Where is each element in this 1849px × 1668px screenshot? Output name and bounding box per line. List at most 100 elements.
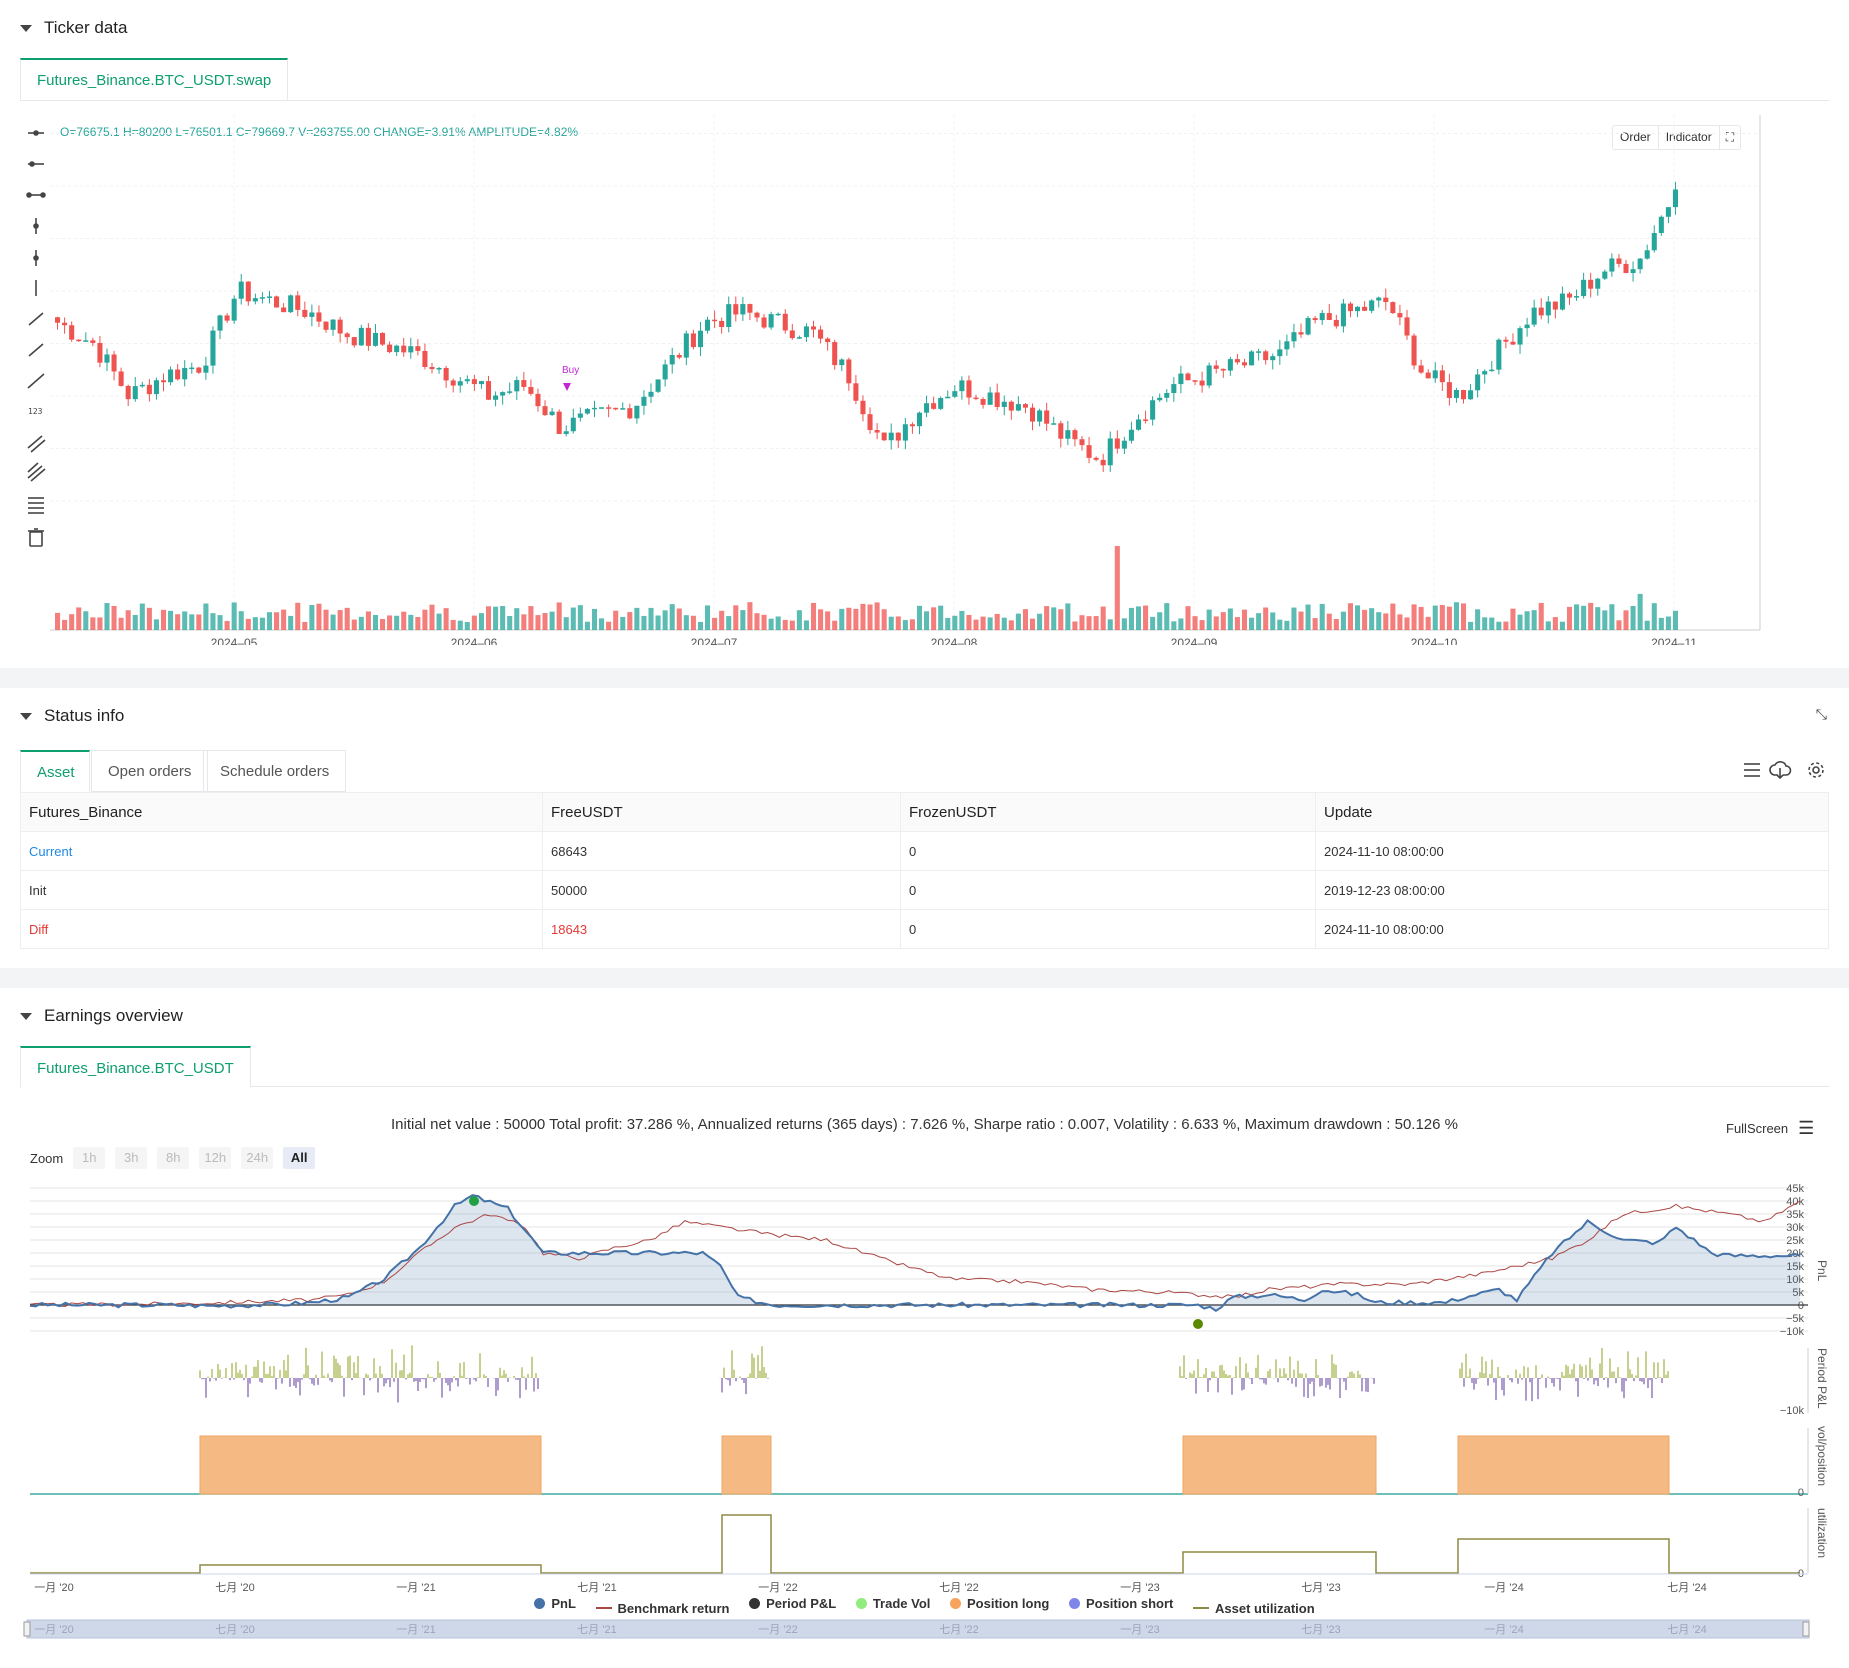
volume-bar	[733, 605, 739, 630]
candle-body	[648, 391, 654, 397]
ticker-panel-header[interactable]: Ticker data	[20, 18, 127, 38]
tab-open-orders[interactable]: Open orders	[91, 750, 209, 792]
volume-bar	[839, 608, 845, 630]
volume-bar	[1150, 616, 1156, 630]
volume-bar	[1340, 611, 1346, 630]
pnl-tick-label: 40k	[1786, 1196, 1804, 1208]
volume-bar	[182, 611, 188, 630]
tab-schedule-orders[interactable]: Schedule orders	[203, 750, 347, 792]
position-long-block	[721, 1435, 772, 1495]
candle-body	[1665, 207, 1671, 217]
candle-body	[768, 314, 774, 328]
row-label-current[interactable]: Current	[20, 831, 543, 871]
pnl-axis-name: PnL	[1815, 1260, 1829, 1282]
table-row: Diff 18643 0 2024-11-10 08:00:00	[20, 909, 1829, 949]
zoom-24h[interactable]: 24h	[241, 1147, 274, 1169]
candle-body	[874, 430, 880, 433]
date-tick-label: 2024–05	[211, 636, 258, 645]
candle-body	[697, 330, 703, 348]
candle-body	[337, 319, 343, 334]
list-icon[interactable]	[1744, 763, 1760, 777]
collapse-caret-icon[interactable]	[20, 1012, 32, 1020]
volume-bar	[295, 602, 301, 630]
fullscreen-icon[interactable]: ⛶	[1725, 130, 1735, 144]
zoom-1h[interactable]: 1h	[73, 1147, 106, 1169]
candle-body	[1114, 438, 1120, 449]
gear-icon[interactable]	[1808, 762, 1824, 778]
cloud-download-icon[interactable]	[1769, 761, 1792, 780]
candle-body	[676, 354, 682, 358]
volume-bar	[1086, 616, 1092, 630]
collapse-caret-icon[interactable]	[20, 712, 32, 720]
candle-body	[563, 431, 569, 434]
legend-trade-vol[interactable]: Trade Vol	[855, 1596, 930, 1611]
tab-asset[interactable]: Asset	[20, 750, 90, 792]
candle-body	[1008, 401, 1014, 411]
drawing-toolbar[interactable]: 123	[24, 120, 48, 550]
position-tick-label: 0	[1798, 1487, 1804, 1499]
volume-bar	[1510, 608, 1516, 630]
candle-body	[987, 392, 993, 405]
order-button[interactable]: Order	[1613, 126, 1659, 149]
legend-position-short[interactable]: Position short	[1068, 1596, 1173, 1611]
candle-body	[1298, 332, 1304, 335]
candle-body	[1347, 303, 1353, 312]
volume-bar	[175, 614, 181, 630]
volume-bar	[584, 621, 590, 630]
candle-body	[295, 295, 301, 310]
zoom-12h[interactable]: 12h	[199, 1147, 232, 1169]
volume-bar	[818, 609, 824, 630]
date-tick-label: 2024–06	[451, 636, 498, 645]
tab-ticker-symbol[interactable]: Futures_Binance.BTC_USDT.swap	[20, 58, 289, 100]
tab-earnings-symbol[interactable]: Futures_Binance.BTC_USDT	[20, 1046, 251, 1088]
fullscreen-control[interactable]: FullScreen ☰	[1726, 1118, 1814, 1139]
candle-body	[1326, 313, 1332, 320]
table-row: Current 68643 0 2024-11-10 08:00:00	[20, 831, 1829, 871]
volume-bar	[669, 604, 675, 630]
zoom-all[interactable]: All	[283, 1147, 316, 1169]
volume-bar	[1566, 606, 1573, 630]
legend-asset-utilization[interactable]: Asset utilization	[1192, 1601, 1315, 1616]
earnings-chart[interactable]: 45k40k35k30k25k20k15k10k5k0−5k−10kPnL−10…	[0, 988, 1849, 1668]
volume-bar	[1517, 614, 1523, 630]
volume-bar	[1001, 617, 1007, 630]
earnings-panel-header[interactable]: Earnings overview	[20, 1006, 183, 1026]
status-panel-header[interactable]: Status info	[20, 706, 124, 726]
legend-position-long[interactable]: Position long	[950, 1596, 1049, 1611]
volume-bar	[365, 611, 371, 630]
volume-bar	[570, 607, 576, 630]
pnl-area	[30, 1195, 1800, 1311]
zoom-8h[interactable]: 8h	[157, 1147, 190, 1169]
candle-body	[683, 333, 689, 358]
volume-bar	[408, 614, 414, 630]
volume-bar	[118, 617, 124, 630]
candlestick-chart[interactable]: 85,000.0080,000.0075,000.0070,000.0065,0…	[50, 115, 1770, 645]
zoom-3h[interactable]: 3h	[115, 1147, 148, 1169]
candle-body	[62, 322, 68, 326]
volume-bar	[493, 606, 499, 630]
candle-body	[1150, 400, 1156, 420]
candle-body	[160, 380, 167, 383]
fullscreen-button[interactable]: FullScreen	[1726, 1121, 1789, 1136]
pnl-tick-label: 15k	[1786, 1261, 1804, 1273]
candle-body	[591, 407, 598, 410]
volume-bar	[924, 611, 930, 630]
candle-body	[1446, 382, 1452, 398]
candle-body	[620, 408, 626, 410]
expand-icon[interactable]: ⤡	[1815, 706, 1827, 722]
collapse-caret-icon[interactable]	[20, 24, 32, 32]
volume-bar	[1326, 613, 1332, 630]
legend-benchmark[interactable]: Benchmark return	[595, 1601, 730, 1616]
volume-bar	[768, 618, 774, 630]
legend-period-pnl[interactable]: Period P&L	[749, 1596, 836, 1611]
legend-pnl[interactable]: PnL	[534, 1596, 576, 1611]
pnl-tick-label: 5k	[1792, 1287, 1804, 1299]
volume-bar	[500, 606, 506, 630]
volume-bar	[1644, 620, 1650, 630]
candle-body	[1383, 297, 1389, 303]
candle-body	[1213, 365, 1219, 369]
candle-body	[1630, 269, 1636, 274]
menu-icon[interactable]: ☰	[1798, 1118, 1815, 1138]
horizontal-segment-icon	[26, 192, 46, 198]
candle-body	[1001, 401, 1007, 407]
